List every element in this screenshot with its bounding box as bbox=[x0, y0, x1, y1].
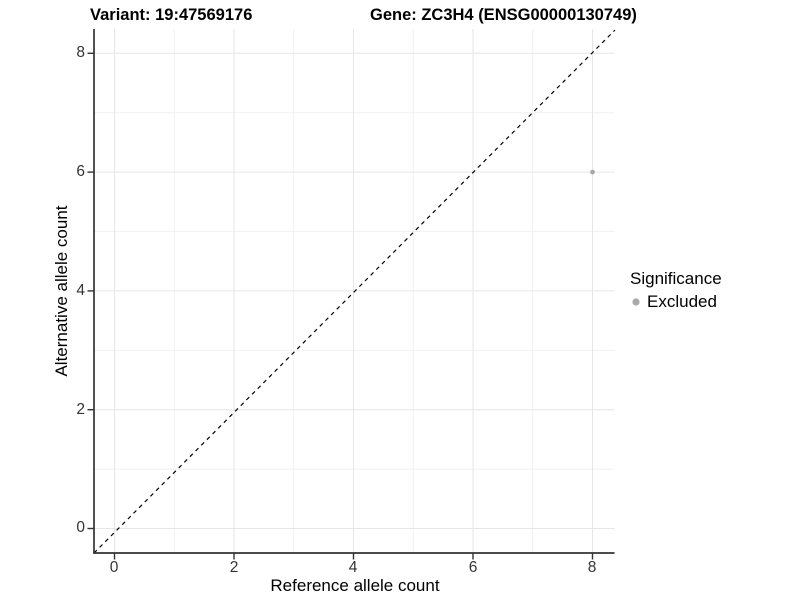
legend-title: Significance bbox=[630, 269, 722, 288]
plot-title-variant: Variant: 19:47569176 bbox=[90, 6, 253, 24]
axis-tick-marks bbox=[87, 52, 594, 560]
y-tick-label: 4 bbox=[76, 282, 85, 299]
x-tick-label: 6 bbox=[468, 559, 478, 576]
x-axis-title: Reference allele count bbox=[270, 576, 440, 595]
y-axis-title: Alternative allele count bbox=[52, 205, 71, 377]
legend-entry-label: Excluded bbox=[647, 292, 717, 311]
legend-entry-excluded: Excluded bbox=[630, 292, 722, 312]
y-tick-label: 6 bbox=[76, 163, 85, 180]
data-point bbox=[590, 169, 595, 175]
y-tick-label: 8 bbox=[76, 44, 85, 61]
y-tick-label: 2 bbox=[76, 401, 85, 418]
plot-title-gene: Gene: ZC3H4 (ENSG00000130749) bbox=[370, 6, 637, 24]
identity-dashed-line bbox=[93, 29, 616, 554]
x-tick-label: 0 bbox=[109, 559, 119, 576]
y-tick-label: 0 bbox=[76, 519, 85, 536]
legend: Significance Excluded bbox=[630, 269, 722, 312]
x-tick-label: 2 bbox=[229, 559, 239, 576]
grid-minor bbox=[94, 29, 615, 553]
x-tick-label: 8 bbox=[587, 559, 597, 576]
grid-major bbox=[94, 29, 615, 553]
legend-point-icon bbox=[632, 298, 640, 306]
x-tick-label: 4 bbox=[348, 559, 358, 576]
